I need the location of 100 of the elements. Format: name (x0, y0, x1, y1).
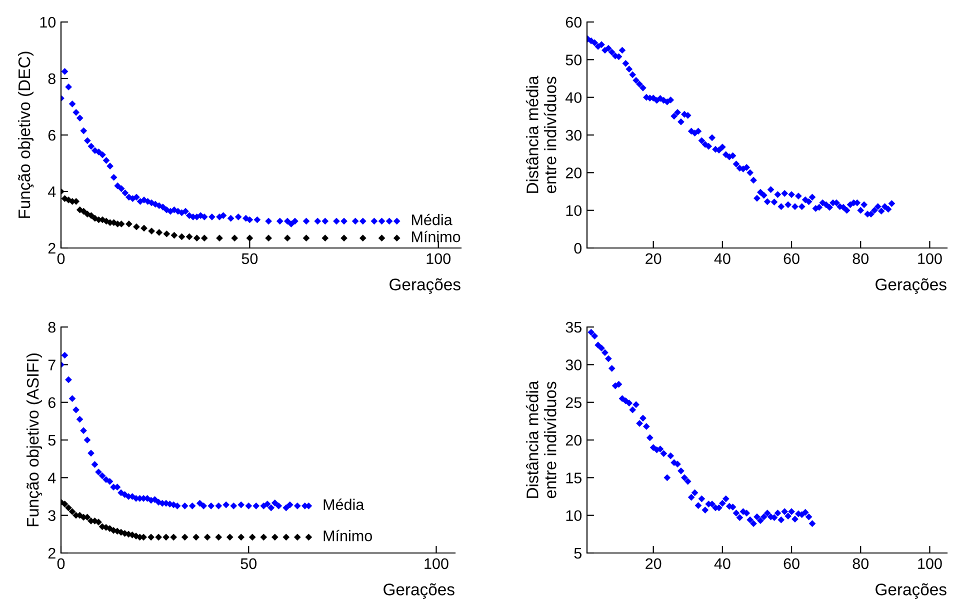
point (200, 234, 208, 242)
point (231, 234, 238, 242)
point (80, 208, 88, 215)
point (196, 500, 204, 507)
point (378, 234, 386, 242)
point (174, 502, 181, 510)
y-tick-label: 20 (566, 168, 582, 178)
point (238, 534, 245, 541)
point (222, 501, 230, 508)
y-axis-title: Distância média entre indivíduos (526, 380, 556, 498)
point (186, 233, 193, 240)
x-tick-label: 40 (714, 253, 730, 264)
series-label: Mínimo (324, 530, 372, 542)
x-axis-title: Gerações (876, 278, 946, 294)
x-axis-title: Gerações (390, 278, 460, 294)
x-tick-label: 100 (426, 253, 451, 264)
point (192, 534, 200, 541)
y-axis-title: Função objetivo (DEC) (18, 52, 34, 218)
y-tick-label: 4 (48, 472, 56, 484)
series-label: Média (324, 498, 364, 510)
x-tick-label: 60 (784, 253, 800, 264)
x-tick-label: 50 (242, 253, 258, 264)
y-tick-label: 2 (48, 242, 56, 254)
x-tick-label: 100 (918, 558, 942, 570)
point (188, 502, 196, 510)
point (246, 234, 254, 242)
series-label: Média (412, 214, 452, 226)
point (322, 234, 329, 242)
y-tick-label: 8 (48, 322, 56, 333)
point (181, 502, 188, 510)
point (80, 427, 87, 434)
y-tick-label: 50 (566, 54, 582, 66)
x-tick-label: 50 (240, 558, 257, 570)
y-tick-label: 4 (48, 186, 56, 198)
point (68, 395, 76, 402)
y-axis-title: Distância média entre indivíduos (526, 76, 556, 194)
point (163, 230, 170, 238)
point (284, 234, 291, 242)
y-axis-title: Função objetivo (ASIFI) (26, 353, 42, 526)
y-tick-label: 25 (566, 397, 582, 408)
x-tick-label: 100 (424, 558, 448, 570)
point (302, 234, 310, 242)
y-tick-label: 6 (48, 397, 56, 408)
x-axis-title: Gerações (876, 583, 946, 599)
series-label: Mínimo (412, 230, 460, 242)
point (260, 534, 268, 541)
y-tick-label: 30 (566, 130, 582, 141)
point (200, 502, 208, 510)
point (65, 504, 72, 512)
point (193, 234, 200, 242)
y-tick-label: 20 (566, 434, 582, 446)
point (65, 376, 72, 384)
point (133, 223, 140, 230)
point (68, 508, 76, 516)
point (61, 500, 68, 508)
point (245, 502, 252, 510)
y-tick-label: 8 (48, 73, 56, 84)
x-tick-label: 80 (852, 558, 869, 570)
x-tick-label: 100 (918, 253, 942, 264)
point (155, 534, 162, 541)
point (95, 518, 102, 526)
x-tick-label: 0 (57, 558, 65, 570)
point (305, 534, 312, 541)
point (268, 504, 275, 512)
point (215, 534, 222, 541)
point (271, 534, 278, 541)
point (148, 228, 156, 234)
point (170, 534, 178, 541)
point (265, 234, 272, 242)
point (91, 461, 98, 468)
x-tick-label: 60 (784, 558, 800, 570)
point (248, 534, 256, 541)
point (238, 501, 245, 508)
y-tick-label: 5 (574, 548, 582, 559)
y-tick-label: 35 (566, 322, 582, 333)
point (88, 212, 95, 219)
point (230, 502, 238, 510)
point (204, 534, 211, 541)
point (275, 502, 282, 510)
point (286, 501, 294, 508)
y-tick-label: 15 (566, 472, 582, 484)
y-tick-label: 40 (566, 92, 582, 104)
y-tick-label: 30 (566, 360, 582, 370)
point (282, 534, 290, 541)
point (162, 534, 170, 541)
y-tick-label: 5 (48, 435, 56, 446)
x-axis-title: Gerações (384, 583, 454, 599)
point (208, 502, 215, 510)
y-tick-label: 6 (48, 130, 56, 141)
point (140, 224, 148, 232)
point (106, 478, 114, 485)
point (84, 436, 91, 444)
point (170, 232, 178, 239)
y-tick-label: 0 (574, 242, 582, 254)
point (294, 534, 301, 541)
x-tick-label: 40 (714, 558, 730, 570)
point (125, 220, 132, 228)
point (148, 534, 154, 541)
y-tick-label: 3 (48, 510, 56, 522)
point (88, 450, 94, 457)
